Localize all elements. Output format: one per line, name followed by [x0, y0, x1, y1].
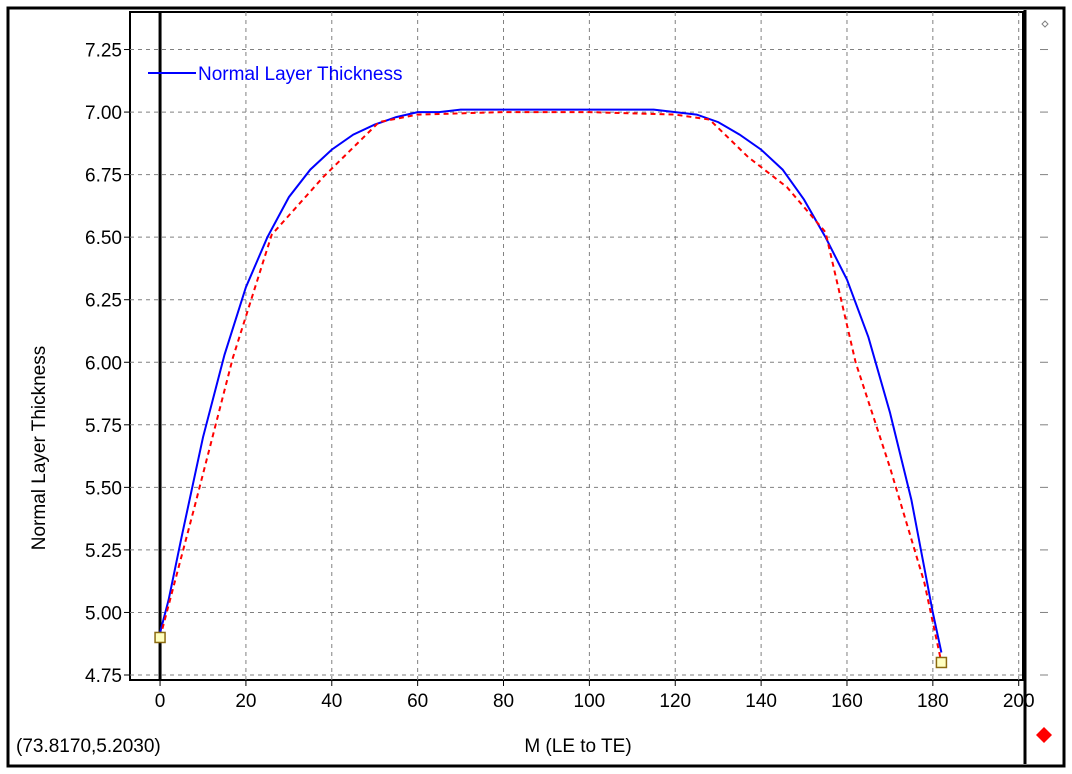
red-diamond-icon[interactable]: [1036, 727, 1052, 743]
x-tick-label: 140: [745, 691, 777, 712]
x-tick-label: 180: [917, 691, 949, 712]
control-polygon-line: [159, 111, 943, 663]
legend: Normal Layer Thickness: [148, 64, 403, 85]
outer-frame: [6, 6, 1066, 768]
control-points[interactable]: [154, 631, 948, 669]
x-tick-label: 120: [659, 691, 691, 712]
side-panel: [1040, 49, 1048, 676]
x-tick-label: 0: [155, 691, 166, 712]
y-tick-label: 5.25: [85, 541, 122, 562]
tick-labels: 0 20 40 60 80 100 120 140 160 180 200 4.75 5.00 5.25 5…: [85, 41, 1035, 712]
y-tick-label: 5.50: [85, 478, 122, 499]
y-tick-label: 5.00: [85, 603, 122, 624]
y-tick-label: 6.75: [85, 166, 122, 187]
y-tick-label: 6.25: [85, 291, 122, 312]
y-tick-label: 4.75: [85, 666, 122, 687]
x-tick-label: 160: [831, 691, 863, 712]
y-tick-label: 6.00: [85, 353, 122, 374]
series-layer: [159, 108, 943, 663]
y-tick-label: 6.50: [85, 228, 122, 249]
plot-area-border: [129, 11, 1024, 681]
x-tick-label: 200: [1003, 691, 1035, 712]
y-tick-label: 7.00: [85, 103, 122, 124]
y-axis-title: Normal Layer Thickness: [29, 346, 50, 551]
grid-lines: [130, 12, 1023, 680]
y-tick-label: 7.25: [85, 41, 122, 62]
legend-label: Normal Layer Thickness: [198, 64, 403, 85]
y-tick-label: 5.75: [85, 416, 122, 437]
control-point-marker[interactable]: [154, 631, 166, 644]
x-tick-label: 100: [574, 691, 606, 712]
x-tick-label: 60: [407, 691, 428, 712]
x-tick-label: 80: [493, 691, 514, 712]
control-point-marker[interactable]: [935, 656, 948, 669]
top-diamond-icon: [1041, 20, 1049, 28]
x-tick-label: 40: [321, 691, 342, 712]
cursor-coordinate-readout: (73.8170,5.2030): [16, 736, 161, 757]
x-tick-label: 20: [235, 691, 256, 712]
x-axis-title: M (LE to TE): [524, 736, 631, 757]
